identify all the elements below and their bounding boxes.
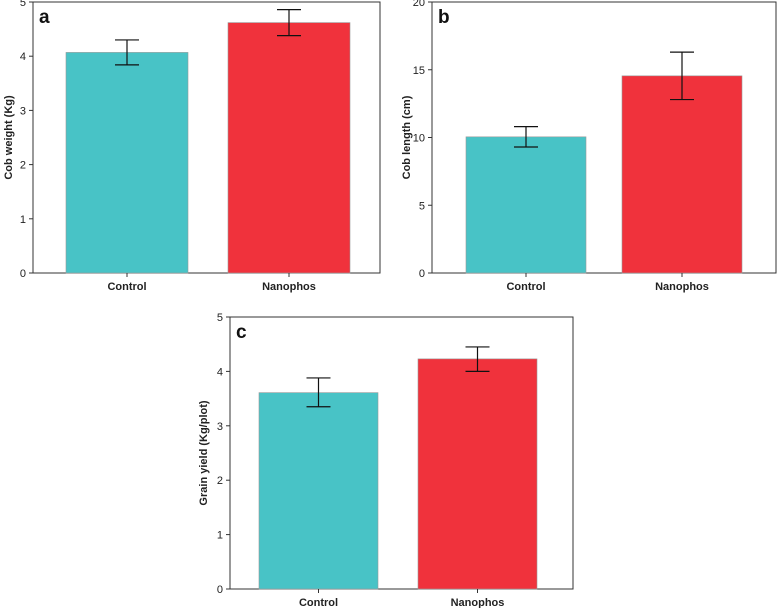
panel-letter: c [236,322,247,343]
x-category-label: Nanophos [262,281,316,293]
y-tick-label: 2 [217,475,223,487]
y-axis-title: Grain yield (Kg/plot) [198,400,210,505]
x-category-label: Control [299,597,338,608]
bar-control [258,392,379,590]
y-tick-label: 0 [419,268,425,280]
x-category-label: Control [107,281,146,293]
y-tick-label: 1 [20,214,26,226]
panel-letter: a [39,7,50,28]
bar-control [465,136,587,274]
y-tick-label: 15 [413,65,425,77]
y-tick-label: 2 [20,160,26,172]
bar-nanophos [227,22,351,274]
x-category-label: Control [506,281,545,293]
chart-panel-b: 0 5 10 15 20 Control Nanophos Cob length (cm) b [401,0,777,293]
bar-nanophos [621,75,743,274]
y-tick-label: 0 [20,268,26,280]
plot-frame [32,1,381,274]
y-tick-label: 10 [413,133,425,145]
y-axis-title: Cob length (cm) [401,95,413,179]
chart-panel-a: 0 1 2 3 4 5 Control Nanophos Cob weight (Kg) a [3,0,381,293]
y-tick-label: 4 [20,51,26,63]
y-tick-label: 20 [413,0,425,9]
y-tick-label: 5 [419,200,425,212]
y-tick-label: 3 [20,105,26,117]
bar-control [65,52,189,274]
y-tick-label: 4 [217,366,223,378]
bar-nanophos [417,358,538,590]
y-tick-label: 5 [20,0,26,9]
plot-frame [229,316,574,590]
chart-panel-c: 0 1 2 3 4 5 Control Nanophos Grain yield (Kg/plo… [198,312,574,608]
x-category-label: Nanophos [655,281,709,293]
y-tick-label: 3 [217,421,223,433]
y-tick-label: 1 [217,530,223,542]
y-tick-label: 0 [217,584,223,596]
y-axis-title: Cob weight (Kg) [3,95,15,180]
x-category-label: Nanophos [451,597,505,608]
y-tick-label: 5 [217,312,223,324]
panel-letter: b [438,7,450,28]
